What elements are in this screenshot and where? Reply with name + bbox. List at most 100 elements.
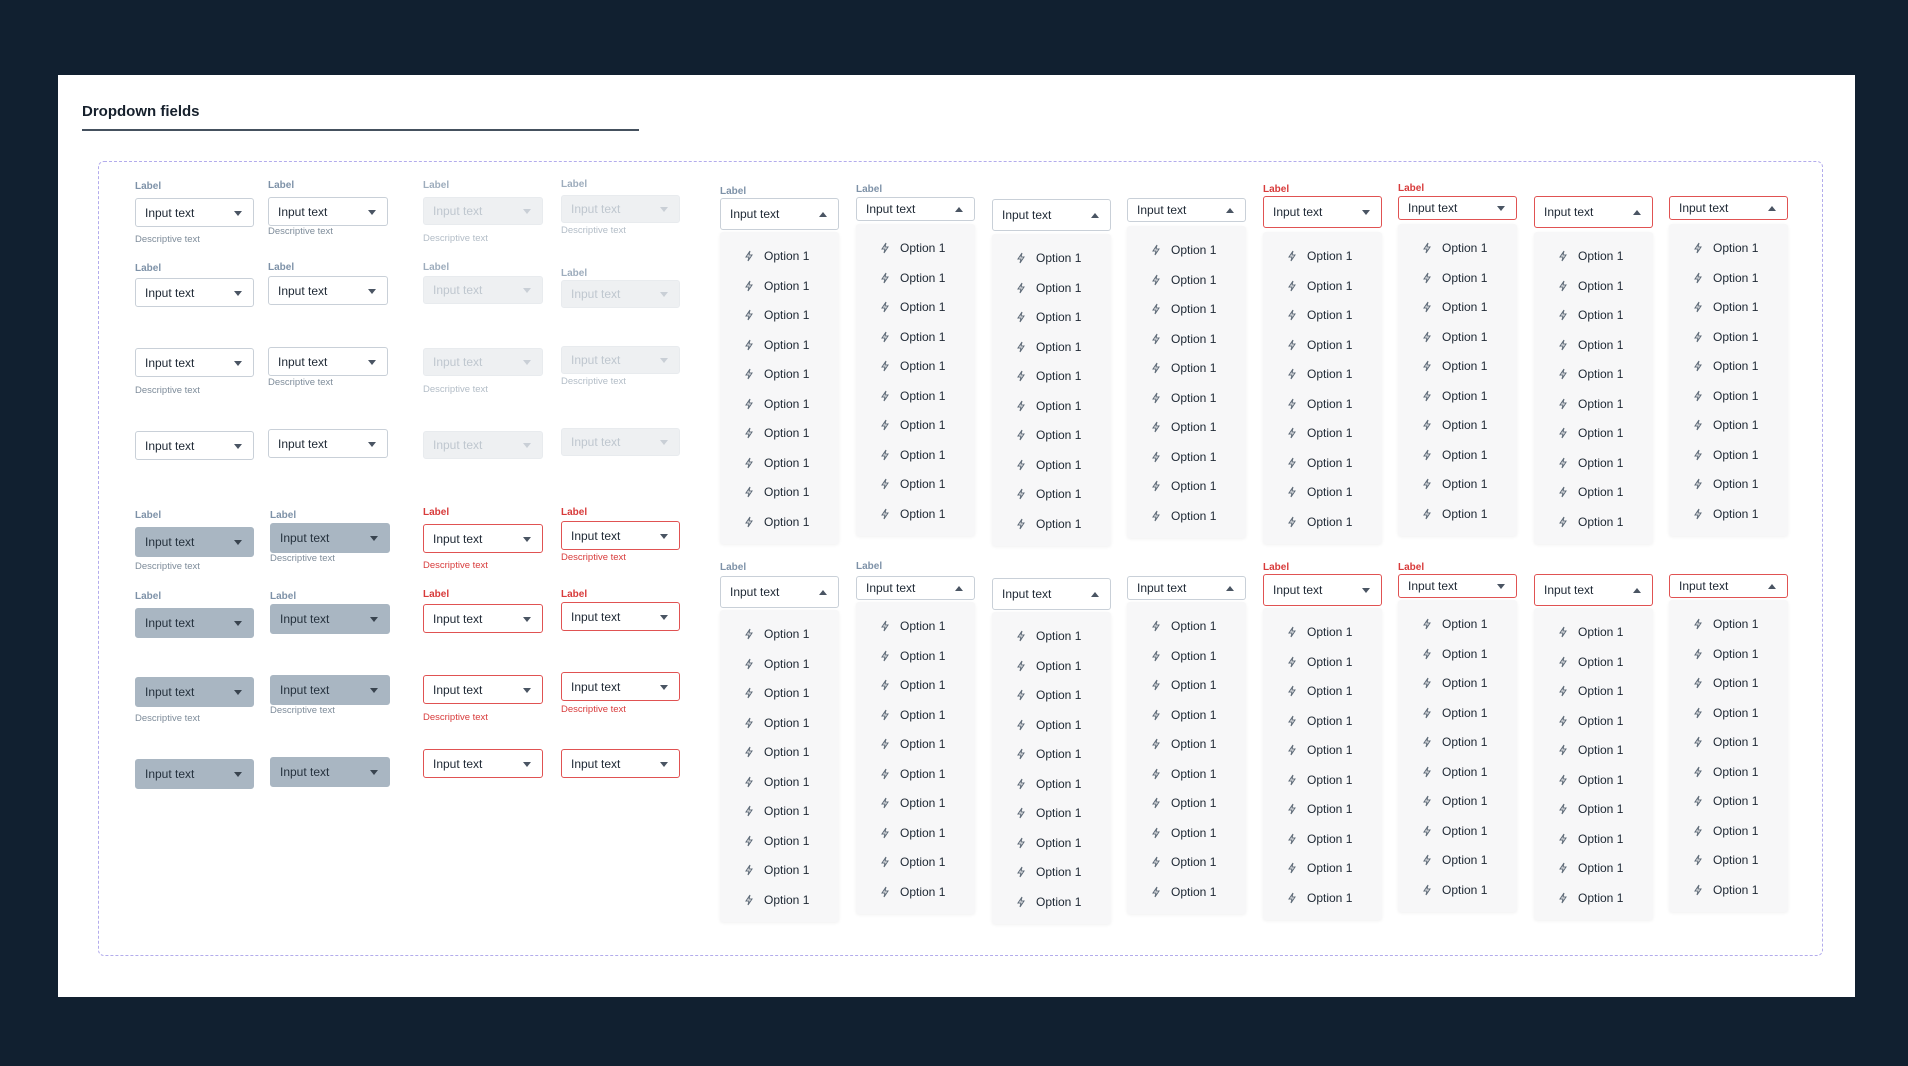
- option-item[interactable]: Option 1: [1141, 241, 1216, 259]
- option-item[interactable]: Option 1: [870, 505, 945, 523]
- option-item[interactable]: Option 1: [734, 365, 809, 383]
- dropdown-select[interactable]: Input text: [270, 675, 390, 705]
- option-item[interactable]: Option 1: [870, 824, 945, 842]
- option-item[interactable]: Option 1: [1548, 800, 1623, 818]
- dropdown-select[interactable]: Input text: [561, 521, 680, 550]
- option-item[interactable]: Option 1: [734, 247, 809, 265]
- option-item[interactable]: Option 1: [1683, 792, 1758, 810]
- option-item[interactable]: Option 1: [1141, 507, 1216, 525]
- dropdown-select[interactable]: Input text: [135, 278, 254, 307]
- option-item[interactable]: Option 1: [870, 357, 945, 375]
- option-item[interactable]: Option 1: [1006, 338, 1081, 356]
- dropdown-select[interactable]: Input text: [270, 757, 390, 787]
- dropdown-select[interactable]: Input text: [720, 576, 839, 608]
- dropdown-select[interactable]: Input text: [1398, 196, 1517, 220]
- dropdown-select[interactable]: Input text: [135, 348, 254, 377]
- option-item[interactable]: Option 1: [734, 832, 809, 850]
- option-item[interactable]: Option 1: [1548, 454, 1623, 472]
- option-item[interactable]: Option 1: [1006, 893, 1081, 911]
- option-item[interactable]: Option 1: [870, 328, 945, 346]
- option-item[interactable]: Option 1: [1006, 308, 1081, 326]
- option-item[interactable]: Option 1: [1412, 645, 1487, 663]
- option-item[interactable]: Option 1: [1141, 418, 1216, 436]
- dropdown-select[interactable]: Input text: [1127, 198, 1246, 222]
- option-item[interactable]: Option 1: [1683, 733, 1758, 751]
- option-item[interactable]: Option 1: [1006, 367, 1081, 385]
- option-item[interactable]: Option 1: [1548, 741, 1623, 759]
- option-item[interactable]: Option 1: [1548, 771, 1623, 789]
- option-item[interactable]: Option 1: [1548, 682, 1623, 700]
- option-item[interactable]: Option 1: [1006, 716, 1081, 734]
- option-item[interactable]: Option 1: [1141, 735, 1216, 753]
- option-item[interactable]: Option 1: [734, 513, 809, 531]
- dropdown-select[interactable]: Input text: [720, 198, 839, 230]
- option-item[interactable]: Option 1: [1548, 395, 1623, 413]
- option-item[interactable]: Option 1: [870, 765, 945, 783]
- dropdown-select[interactable]: Input text: [1263, 196, 1382, 228]
- option-item[interactable]: Option 1: [1548, 424, 1623, 442]
- option-item[interactable]: Option 1: [1141, 647, 1216, 665]
- option-item[interactable]: Option 1: [1006, 456, 1081, 474]
- option-item[interactable]: Option 1: [1277, 830, 1352, 848]
- option-item[interactable]: Option 1: [734, 277, 809, 295]
- option-item[interactable]: Option 1: [1006, 834, 1081, 852]
- option-item[interactable]: Option 1: [1277, 395, 1352, 413]
- option-item[interactable]: Option 1: [1141, 300, 1216, 318]
- dropdown-select[interactable]: Input text: [561, 672, 680, 701]
- dropdown-select[interactable]: Input text: [135, 677, 254, 707]
- option-item[interactable]: Option 1: [1683, 704, 1758, 722]
- option-item[interactable]: Option 1: [734, 714, 809, 732]
- option-item[interactable]: Option 1: [1548, 830, 1623, 848]
- option-item[interactable]: Option 1: [734, 483, 809, 501]
- option-item[interactable]: Option 1: [1277, 859, 1352, 877]
- option-item[interactable]: Option 1: [1548, 277, 1623, 295]
- dropdown-select[interactable]: Input text: [992, 199, 1111, 231]
- option-item[interactable]: Option 1: [1277, 336, 1352, 354]
- option-item[interactable]: Option 1: [1548, 623, 1623, 641]
- option-item[interactable]: Option 1: [1683, 851, 1758, 869]
- option-item[interactable]: Option 1: [870, 475, 945, 493]
- option-item[interactable]: Option 1: [734, 336, 809, 354]
- option-item[interactable]: Option 1: [870, 794, 945, 812]
- option-item[interactable]: Option 1: [1683, 674, 1758, 692]
- option-item[interactable]: Option 1: [1277, 889, 1352, 907]
- option-item[interactable]: Option 1: [734, 306, 809, 324]
- dropdown-select[interactable]: Input text: [268, 276, 388, 305]
- option-item[interactable]: Option 1: [1683, 881, 1758, 899]
- dropdown-select[interactable]: Input text: [1534, 196, 1653, 228]
- option-item[interactable]: Option 1: [1548, 336, 1623, 354]
- option-item[interactable]: Option 1: [1277, 454, 1352, 472]
- option-item[interactable]: Option 1: [1141, 330, 1216, 348]
- option-item[interactable]: Option 1: [1141, 765, 1216, 783]
- option-item[interactable]: Option 1: [1277, 483, 1352, 501]
- option-item[interactable]: Option 1: [1548, 712, 1623, 730]
- option-item[interactable]: Option 1: [1412, 881, 1487, 899]
- option-item[interactable]: Option 1: [1006, 657, 1081, 675]
- option-item[interactable]: Option 1: [734, 424, 809, 442]
- dropdown-select[interactable]: Input text: [423, 675, 543, 704]
- option-item[interactable]: Option 1: [1412, 822, 1487, 840]
- option-item[interactable]: Option 1: [1683, 416, 1758, 434]
- option-item[interactable]: Option 1: [1141, 389, 1216, 407]
- option-item[interactable]: Option 1: [1006, 804, 1081, 822]
- option-item[interactable]: Option 1: [1277, 741, 1352, 759]
- dropdown-select[interactable]: Input text: [135, 608, 254, 638]
- dropdown-select[interactable]: Input text: [135, 431, 254, 460]
- option-item[interactable]: Option 1: [1683, 822, 1758, 840]
- option-item[interactable]: Option 1: [1277, 277, 1352, 295]
- option-item[interactable]: Option 1: [734, 655, 809, 673]
- option-item[interactable]: Option 1: [1683, 357, 1758, 375]
- option-item[interactable]: Option 1: [1277, 247, 1352, 265]
- option-item[interactable]: Option 1: [1277, 623, 1352, 641]
- option-item[interactable]: Option 1: [1548, 513, 1623, 531]
- dropdown-select[interactable]: Input text: [268, 197, 388, 226]
- option-item[interactable]: Option 1: [1412, 298, 1487, 316]
- option-item[interactable]: Option 1: [1683, 505, 1758, 523]
- option-item[interactable]: Option 1: [1683, 239, 1758, 257]
- option-item[interactable]: Option 1: [1412, 763, 1487, 781]
- option-item[interactable]: Option 1: [734, 861, 809, 879]
- option-item[interactable]: Option 1: [1548, 859, 1623, 877]
- dropdown-select[interactable]: Input text: [1263, 574, 1382, 606]
- option-item[interactable]: Option 1: [1412, 446, 1487, 464]
- option-item[interactable]: Option 1: [870, 416, 945, 434]
